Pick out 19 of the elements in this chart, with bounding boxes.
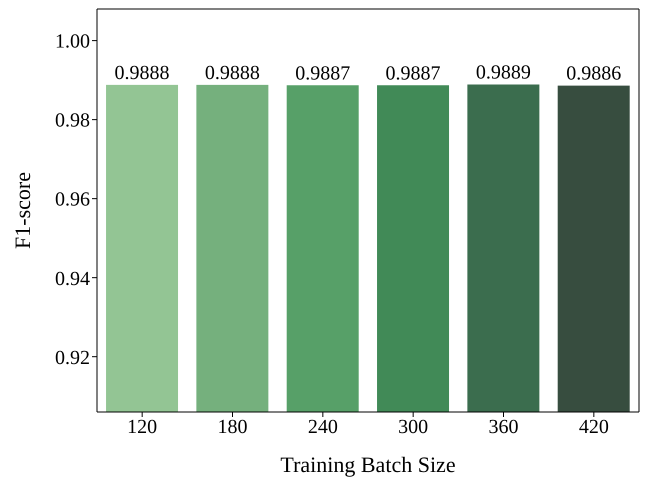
- x-tick-label: 180: [218, 416, 248, 438]
- y-axis-title: F1-score: [10, 172, 35, 249]
- y-tick-label: 1.00: [55, 30, 90, 53]
- y-tick-label: 0.98: [55, 110, 90, 132]
- y-tick-label: 0.92: [55, 346, 90, 369]
- data-label: 0.9888: [204, 62, 260, 84]
- x-axis-title: Training Batch Size: [280, 452, 456, 477]
- x-tick-label: 360: [488, 416, 518, 438]
- y-tick-label: 0.96: [55, 188, 90, 211]
- x-tick-label: 240: [308, 416, 338, 438]
- y-tick-label: 0.94: [55, 268, 90, 290]
- data-label: 0.9886: [566, 62, 622, 85]
- data-label: 0.9887: [386, 62, 441, 84]
- x-tick-label: 420: [578, 416, 609, 438]
- data-label: 0.9887: [295, 62, 350, 84]
- x-tick-label: 120: [127, 416, 158, 438]
- x-tick-label: 300: [398, 416, 428, 438]
- data-label: 0.9889: [476, 61, 531, 84]
- data-label: 0.9888: [114, 62, 170, 84]
